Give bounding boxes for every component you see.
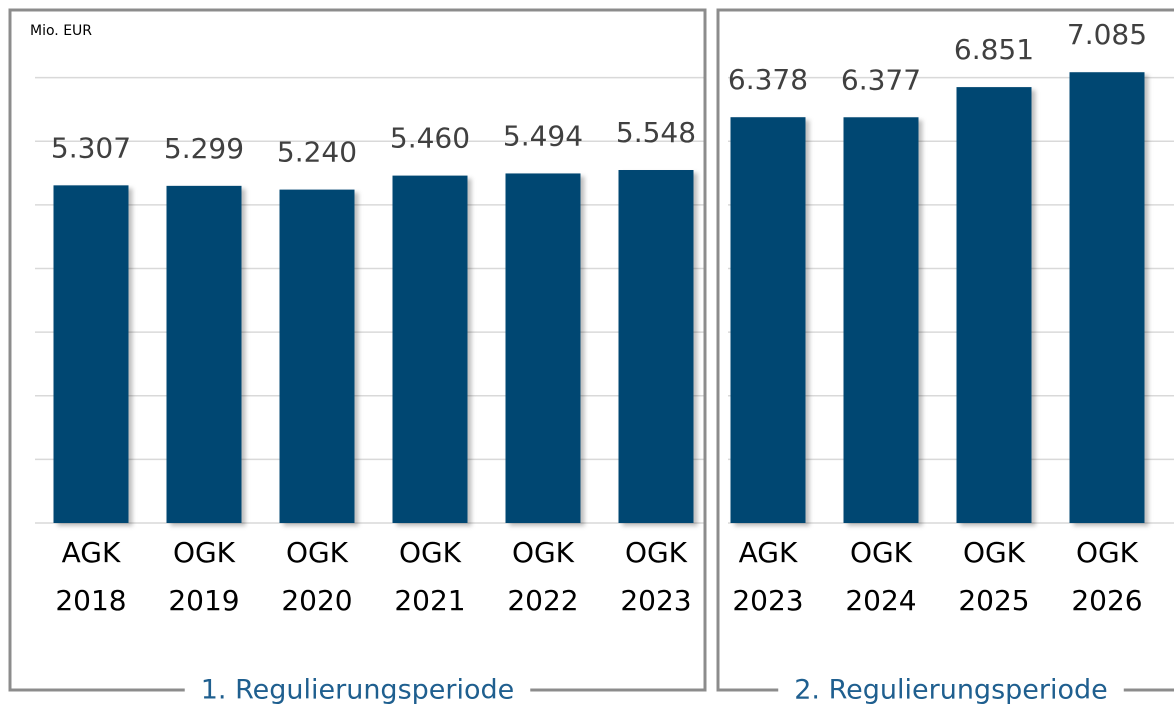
bar bbox=[166, 185, 242, 523]
value-label: 5.307 bbox=[51, 131, 131, 164]
x-tick-label: OGK bbox=[963, 536, 1026, 569]
x-tick-label: AGK bbox=[62, 536, 121, 569]
bar bbox=[505, 173, 581, 523]
value-label: 5.240 bbox=[277, 136, 357, 169]
value-label: 7.085 bbox=[1067, 18, 1147, 51]
value-label: 5.548 bbox=[616, 116, 696, 149]
bar bbox=[730, 117, 806, 523]
x-tick-label: AGK bbox=[739, 536, 798, 569]
x-tick-label: 2021 bbox=[394, 584, 465, 617]
value-label: 6.378 bbox=[728, 63, 808, 96]
value-label: 6.377 bbox=[841, 63, 921, 96]
bar bbox=[618, 170, 694, 524]
bar bbox=[843, 117, 919, 524]
x-tick-label: OGK bbox=[399, 536, 462, 569]
label-gap bbox=[778, 684, 1124, 696]
bar bbox=[956, 87, 1032, 523]
x-tick-label: OGK bbox=[850, 536, 913, 569]
period-label: 1. Regulierungsperiode bbox=[201, 675, 515, 706]
x-tick-label: OGK bbox=[1076, 536, 1139, 569]
value-label: 5.299 bbox=[164, 132, 244, 165]
x-tick-label: 2025 bbox=[958, 584, 1029, 617]
x-tick-label: 2024 bbox=[845, 584, 916, 617]
x-tick-label: 2023 bbox=[620, 584, 691, 617]
x-tick-label: 2019 bbox=[168, 584, 239, 617]
x-tick-label: OGK bbox=[625, 536, 688, 569]
bar bbox=[279, 189, 355, 524]
x-tick-label: 2018 bbox=[55, 584, 126, 617]
x-tick-label: 2023 bbox=[732, 584, 803, 617]
value-label: 5.460 bbox=[390, 122, 470, 155]
y-axis-label: Mio. EUR bbox=[30, 23, 92, 39]
x-tick-label: 2026 bbox=[1071, 584, 1142, 617]
value-label: 5.494 bbox=[503, 119, 583, 152]
period-label: 2. Regulierungsperiode bbox=[794, 675, 1108, 706]
bar bbox=[392, 175, 468, 524]
x-tick-label: 2020 bbox=[281, 584, 352, 617]
x-tick-label: OGK bbox=[512, 536, 575, 569]
label-gap bbox=[184, 684, 531, 696]
x-tick-label: 2022 bbox=[507, 584, 578, 617]
x-tick-label: OGK bbox=[173, 536, 236, 569]
x-tick-label: OGK bbox=[286, 536, 349, 569]
value-label: 6.851 bbox=[954, 33, 1034, 66]
bar bbox=[53, 185, 129, 524]
bar bbox=[1069, 72, 1145, 524]
